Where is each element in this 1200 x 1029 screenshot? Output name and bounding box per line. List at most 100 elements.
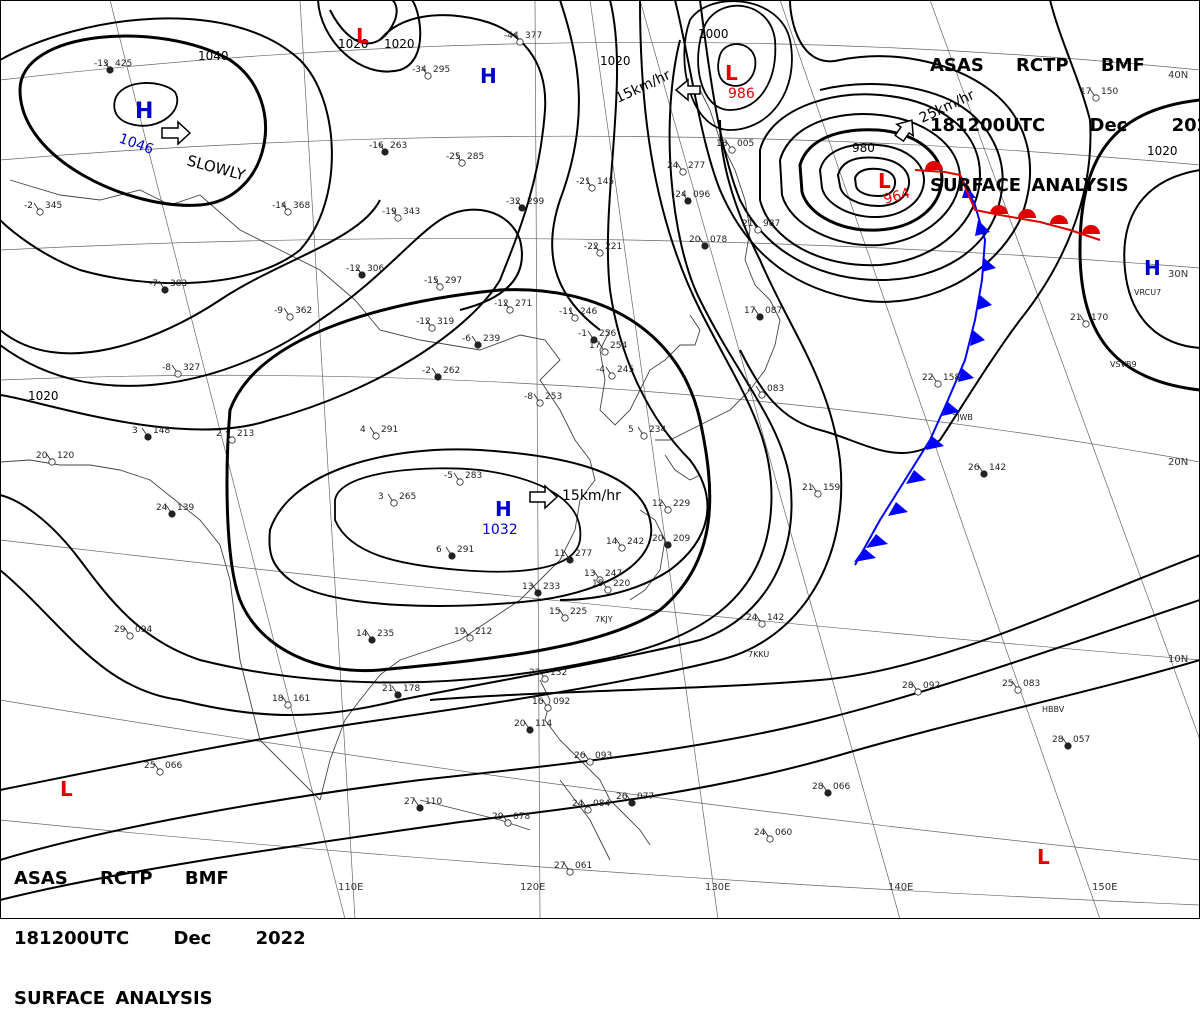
station-plot: -14 368: [272, 201, 310, 216]
station-circle-icon: [516, 38, 524, 46]
station-circle-icon: [590, 336, 598, 344]
isobar-label: 1020: [600, 54, 631, 68]
lon-label: 110E: [338, 882, 363, 893]
station-pressure: 114: [535, 719, 552, 729]
station-plot: -8 327: [162, 363, 200, 378]
isobar-label: 1020: [384, 37, 415, 51]
isobar-label: 1020: [338, 37, 369, 51]
station-temperature: -5: [444, 471, 453, 481]
station-pressure: 066: [165, 761, 182, 771]
station-temperature: 28: [902, 681, 914, 691]
station-circle-icon: [448, 552, 456, 560]
station-plot: 15 220: [592, 579, 630, 594]
station-plot: -11 246: [559, 307, 597, 322]
station-plot: -15 297: [424, 276, 462, 291]
station-plot: 24 142: [746, 613, 784, 628]
station-plot: -32 299: [506, 197, 544, 212]
station-temperature: 5: [628, 425, 634, 435]
station-temperature: 17: [1080, 87, 1091, 97]
station-temperature: 20: [652, 534, 664, 544]
station-plot: 21 178: [382, 684, 420, 699]
station-circle-icon: [701, 242, 709, 250]
station-temperature: -1: [578, 329, 587, 339]
station-circle-icon: [36, 208, 44, 216]
station-pressure: 142: [767, 613, 784, 623]
station-temperature: 4: [360, 425, 366, 435]
station-circle-icon: [824, 789, 832, 797]
station-plot: 23 132: [529, 668, 567, 683]
station-pressure: 295: [433, 65, 450, 75]
station-plot: -2 262: [422, 366, 460, 381]
station-plot: 21 170: [1070, 313, 1108, 328]
station-temperature: 11: [554, 549, 565, 559]
station-temperature: 22: [922, 373, 933, 383]
station-pressure: 057: [1073, 735, 1090, 745]
station-temperature: 24: [156, 503, 168, 513]
station-id: VSVB9: [1110, 360, 1137, 369]
station-id: VRCU7: [1134, 288, 1161, 297]
station-circle-icon: [106, 66, 114, 74]
lon-label: 140E: [888, 882, 913, 893]
station-pressure: 092: [923, 681, 940, 691]
station-temperature: -24: [672, 190, 687, 200]
station-temperature: -19: [382, 207, 397, 217]
station-temperature: -6: [462, 334, 471, 344]
station-pressure: 377: [525, 31, 542, 41]
station-circle-icon: [664, 506, 672, 514]
station-pressure: 178: [403, 684, 420, 694]
station-plot: 20 120: [36, 451, 74, 466]
station-temperature: 21: [382, 684, 393, 694]
station-temperature: 26: [616, 792, 628, 802]
station-temperature: 18: [716, 139, 728, 149]
station-plot: 18 005: [716, 139, 754, 154]
station-plot: -5 283: [444, 471, 482, 486]
station-temperature: 12: [652, 499, 663, 509]
high-center-symbol: H: [480, 64, 497, 88]
station-pressure: 233: [543, 582, 560, 592]
station-plot: 13 233: [522, 582, 560, 597]
station-circle-icon: [174, 370, 182, 378]
station-circle-icon: [536, 399, 544, 407]
station-pressure: 256: [599, 329, 616, 339]
station-pressure: 092: [553, 697, 570, 707]
station-circle-icon: [1064, 742, 1072, 750]
station-temperature: 15: [592, 579, 603, 589]
header-line-1: ASAS RCTP BMF: [930, 55, 1145, 76]
station-temperature: 26: [968, 463, 980, 473]
station-temperature: 16: [532, 697, 544, 707]
lon-label: 120E: [520, 882, 545, 893]
station-circle-icon: [544, 704, 552, 712]
station-temperature: 29: [114, 625, 126, 635]
station-circle-icon: [394, 691, 402, 699]
station-circle-icon: [161, 286, 169, 294]
station-pressure: 229: [673, 499, 690, 509]
station-temperature: 2: [216, 429, 222, 439]
station-temperature: -15: [424, 276, 439, 286]
isobar-label: 980: [852, 141, 875, 155]
motion-arrow-icon: [161, 120, 192, 146]
station-pressure: 132: [550, 668, 567, 678]
station-pressure: 078: [513, 812, 530, 822]
station-pressure: 159: [823, 483, 840, 493]
station-pressure: 066: [833, 782, 850, 792]
station-circle-icon: [758, 391, 766, 399]
station-pressure: 987: [763, 219, 780, 229]
station-pressure: 234: [649, 425, 666, 435]
station-plot: 24 277: [667, 161, 705, 176]
station-circle-icon: [566, 868, 574, 876]
station-pressure: 263: [390, 141, 407, 151]
station-temperature: -12: [416, 317, 431, 327]
station-temperature: -13: [94, 59, 109, 69]
station-plot: 29 078: [492, 812, 530, 827]
station-temperature: 25: [1002, 679, 1013, 689]
station-pressure: 225: [570, 607, 587, 617]
station-circle-icon: [980, 470, 988, 478]
station-plot: 27 061: [554, 861, 592, 876]
header-bottom-left: ASAS RCTP BMF 181200UTC Dec 2022 SURFACE…: [14, 829, 306, 1029]
station-circle-icon: [534, 589, 542, 597]
station-circle-icon: [474, 341, 482, 349]
isobar-label: 1020: [1147, 144, 1178, 158]
station-pressure: 078: [710, 235, 727, 245]
station-circle-icon: [679, 168, 687, 176]
station-circle-icon: [618, 544, 626, 552]
